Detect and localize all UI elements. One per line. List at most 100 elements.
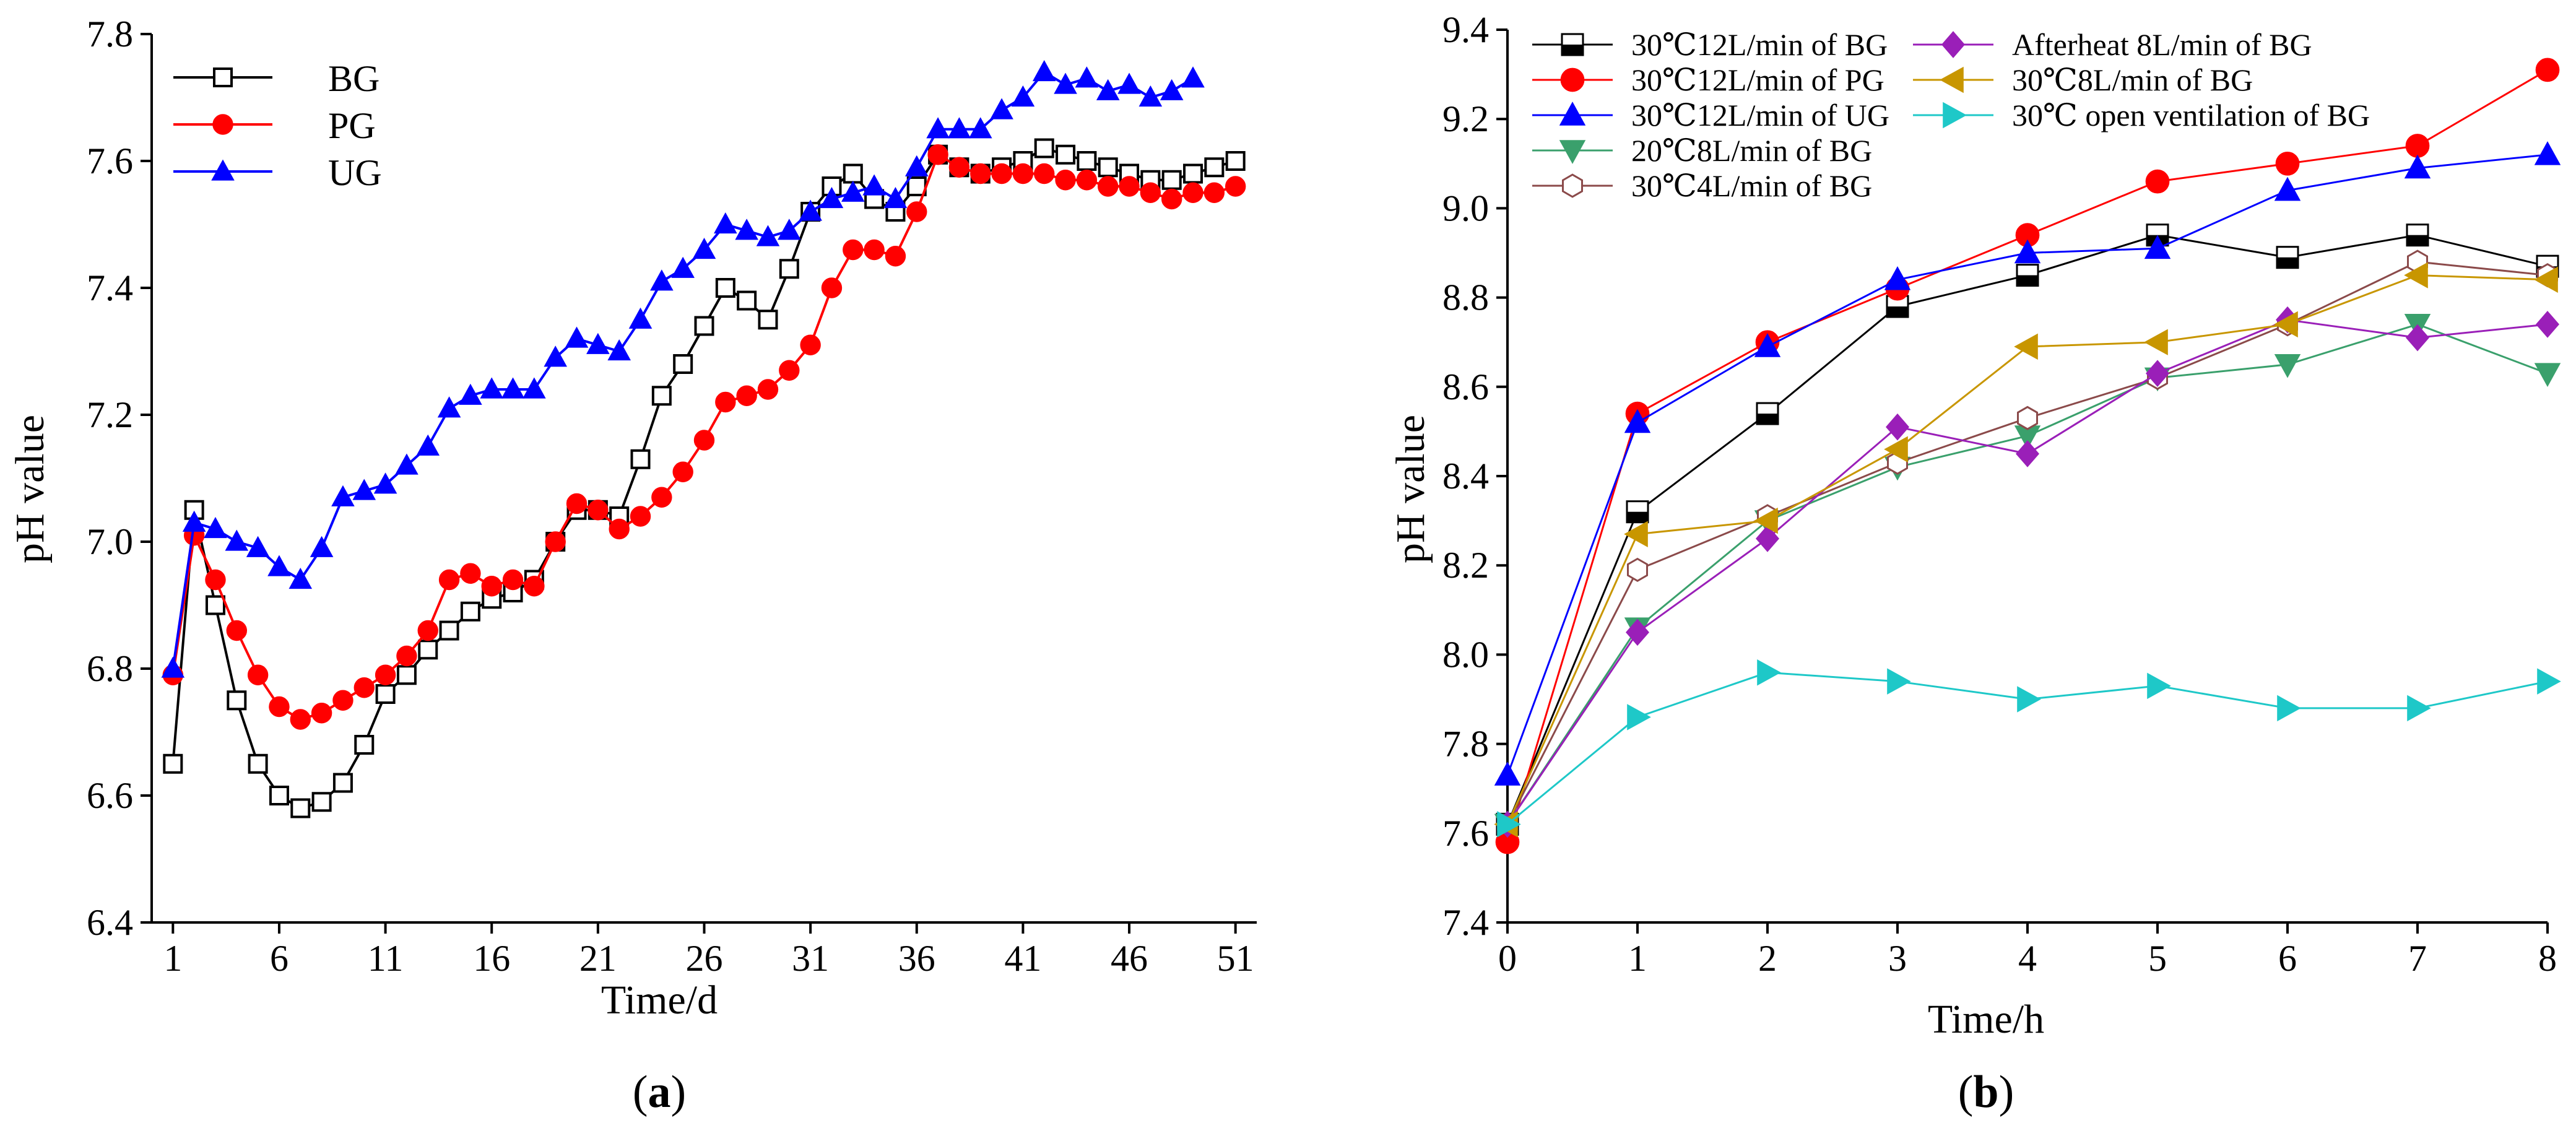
panel-a-series-pg-marker-50: [1225, 176, 1246, 197]
panel-b-series-30c4l-min-of-bg-marker-1: [1627, 557, 1648, 583]
panel-a-series-pg-marker-15: [481, 576, 502, 597]
panel-b-series-30c-open-ventilation-of-bg-marker-4: [2017, 686, 2041, 713]
panel-b-legend-30c12l-min-of-bg-marker: [1561, 33, 1584, 56]
panel-b-y-tick-label: 7.8: [1442, 724, 1489, 765]
panel-a-x-tick-label: 6: [270, 938, 288, 979]
panel-a-label-open: (: [633, 1067, 648, 1117]
panel-b-series-afterheat-8l-min-of-bg-marker-8: [2536, 311, 2559, 338]
panel-b-legend-30c8l-min-of-bg: 30℃8L/min of BG: [1913, 63, 2253, 97]
panel-a-series-pg-marker-48: [1182, 182, 1203, 203]
panel-b-series-afterheat-8l-min-of-bg: [1496, 306, 2559, 838]
panel-b-x-tick-label: 4: [2018, 938, 2037, 979]
panel-a-legend-ug: UG: [173, 152, 382, 193]
panel-b-y-tick-label: 8.2: [1442, 545, 1489, 586]
panel-b-series-30c12l-min-of-ug-marker-4: [2014, 239, 2041, 264]
panel-b-series-afterheat-8l-min-of-bg-marker-3: [1886, 413, 1909, 441]
panel-b-y-tick-label: 8.6: [1442, 367, 1489, 407]
panel-b-x-tick-label: 2: [1758, 938, 1777, 979]
panel-a-series-bg-marker-10: [375, 684, 396, 704]
panel-b-series-30c12l-min-of-ug-marker-1: [1624, 409, 1651, 433]
panel-a-legend-ug-marker: [211, 159, 235, 181]
panel-a-series-pg-marker-38: [970, 163, 991, 184]
panel-b-series-20c8l-min-of-bg-marker-8: [2534, 363, 2561, 387]
panel-a-series-ug-marker-30: [799, 199, 822, 221]
panel-a-axes: 6.46.66.87.07.27.47.67.81 6 11 16 21 26 31 36 41…: [87, 14, 1257, 979]
panel-a-series-ug-marker-23: [650, 269, 674, 291]
panel-b-legend-30c12l-min-of-ug: 30℃12L/min of UG: [1532, 98, 1889, 132]
panel-a-series-pg-marker-29: [779, 360, 800, 381]
panel-a-series-bg-marker-6: [290, 798, 311, 818]
panel-b-x-tick-label: 5: [2148, 938, 2167, 979]
panel-a-legend-bg: BG: [173, 58, 379, 99]
panel-a-series-ug-marker-1: [182, 510, 206, 532]
panel-a-series-bg-marker-22: [630, 449, 651, 469]
panel-a-series-ug-marker-32: [841, 180, 865, 202]
panel-a-y-tick-label: 7.2: [87, 394, 133, 435]
panel-a-series-ug-marker-39: [990, 98, 1013, 119]
panel-b-series-30c12l-min-of-ug-marker-5: [2144, 235, 2171, 259]
panel-a-series-pg-marker-3: [226, 620, 248, 641]
panel-b-series-30c8l-min-of-bg-marker-8: [2534, 266, 2558, 293]
panel-a-x-tick-label: 11: [368, 938, 404, 979]
panel-a-y-tick-label: 7.8: [87, 14, 133, 54]
panel-a-legend-ug-label: UG: [328, 152, 382, 193]
panel-a-series-ug-marker-0: [161, 656, 185, 678]
panel-a-legend-pg: PG: [173, 105, 376, 146]
panel-a-series-pg-marker-2: [205, 569, 226, 591]
panel-a-series-pg-marker-35: [906, 201, 927, 222]
panel-a-series-pg-marker-7: [311, 703, 332, 724]
panel-a-y-tick-label: 6.4: [87, 902, 133, 943]
panel-b-legend-30c12l-min-of-ug-marker: [1559, 102, 1586, 126]
panel-a-series-bg-marker-35: [906, 176, 927, 196]
panel-a-series-ug-marker-25: [692, 237, 716, 259]
panel-a-series-pg-marker-26: [715, 391, 736, 413]
panel-a-series-pg-marker-27: [736, 385, 757, 406]
panel-a-series-pg-marker-21: [609, 518, 630, 540]
panel-b-legend-20c8l-min-of-bg-label: 20℃8L/min of BG: [1631, 133, 1872, 168]
panel-b-series-30c-open-ventilation-of-bg-marker-2: [1757, 659, 1781, 686]
chart-panel-b: 7.4 7.6 7.8 8.0 8.2 8.4 8.6 8.8 9.0 9.2 9.4 0 1 2 3 4 5 6…: [1388, 9, 2561, 1117]
panel-b-series-30c12l-min-of-ug: [1494, 141, 2561, 786]
panel-a-series-pg: [162, 144, 1246, 730]
panel-b-series-afterheat-8l-min-of-bg-marker-2: [1756, 525, 1779, 552]
panel-a-series-ug-marker-37: [947, 117, 971, 139]
panel-a-series-ug-marker-13: [437, 396, 461, 418]
panel-b-legend-30c8l-min-of-bg-marker: [1940, 66, 1964, 93]
panel-b-x-tick-label: 7: [2408, 938, 2427, 979]
panel-a-series-pg-marker-12: [417, 620, 438, 641]
panel-b-series-30c-open-ventilation-of-bg-marker-3: [1887, 668, 1911, 695]
panel-b-y-tick-label: 7.6: [1442, 813, 1489, 854]
panel-b-series-30c12l-min-of-bg-marker-1: [1626, 500, 1649, 524]
panel-a-label-close: ): [671, 1067, 687, 1117]
panel-a-series-bg-marker-28: [758, 310, 778, 330]
panel-b-legend-30c4l-min-of-bg-label: 30℃4L/min of BG: [1631, 168, 1872, 203]
panel-a-series-pg-marker-47: [1161, 188, 1182, 210]
panel-b-legend-30c4l-min-of-bg-marker: [1562, 173, 1583, 198]
panel-b-x-axis-title: Time/h: [1928, 997, 2044, 1042]
panel-a-series-ug-marker-29: [778, 219, 801, 240]
panel-a-series-pg-marker-11: [396, 645, 417, 667]
panel-a-x-axis-title: Time/d: [601, 978, 718, 1023]
panel-a-series-ug-marker-33: [862, 174, 886, 196]
panel-b-series-afterheat-8l-min-of-bg-marker-7: [2406, 324, 2429, 352]
panel-b-series-30c-open-ventilation-of-bg-marker-1: [1627, 704, 1651, 731]
panel-a-series-pg-marker-42: [1055, 170, 1076, 191]
panel-a-series-ug-marker-10: [373, 472, 397, 494]
panel-b-y-tick-label: 7.4: [1442, 902, 1489, 943]
panel-a-series-pg-marker-41: [1034, 163, 1055, 184]
panel-a-series-bg-marker-44: [1098, 157, 1118, 178]
panel-a-y-tick-label: 7.6: [87, 141, 133, 181]
panel-b-legend-afterheat-8l-min-of-bg-marker: [1941, 31, 1965, 58]
panel-a-legend-bg-marker: [213, 67, 233, 87]
panel-a-series-ug-marker-26: [714, 212, 737, 234]
panel-b-legend-30c4l-min-of-bg: 30℃4L/min of BG: [1532, 168, 1872, 203]
panel-a-series-bg-marker-4: [248, 753, 268, 774]
panel-a-series-bg-marker-12: [418, 640, 438, 660]
panel-a-series-pg-marker-4: [247, 664, 269, 685]
panel-a-label-letter: a: [648, 1067, 671, 1117]
panel-a-series-ug-marker-18: [544, 345, 567, 367]
panel-b-x-tick-label: 1: [1628, 938, 1647, 979]
panel-a-series-bg-marker-5: [269, 786, 289, 805]
panel-b-series-30c8l-min-of-bg-marker-4: [2014, 333, 2038, 360]
panel-a-series-bg-marker-32: [843, 163, 863, 184]
